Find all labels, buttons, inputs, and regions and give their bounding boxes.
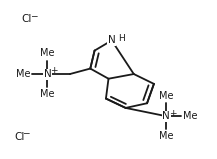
Text: +: + (169, 109, 176, 118)
Text: Me: Me (40, 48, 55, 58)
Text: Cl: Cl (14, 131, 25, 142)
Text: −: − (30, 11, 37, 20)
Text: N: N (163, 111, 170, 121)
Text: −: − (22, 128, 30, 137)
Text: Me: Me (183, 111, 197, 121)
Text: Me: Me (16, 69, 31, 79)
Text: Me: Me (159, 91, 174, 101)
Text: Cl: Cl (22, 14, 32, 24)
Text: N: N (108, 35, 116, 45)
Text: +: + (50, 66, 57, 75)
Text: Me: Me (159, 131, 174, 141)
Text: H: H (118, 34, 125, 43)
Text: N: N (44, 69, 51, 79)
Text: Me: Me (40, 89, 55, 99)
